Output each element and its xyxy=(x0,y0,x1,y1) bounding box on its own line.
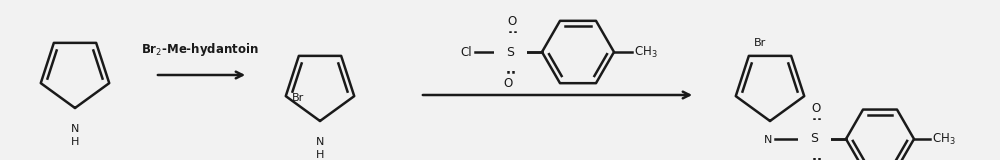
Text: H: H xyxy=(71,137,79,147)
Text: O: O xyxy=(503,77,513,90)
Text: H: H xyxy=(316,150,324,160)
Text: N: N xyxy=(71,124,79,134)
Text: Br$_2$-Me-hydantoin: Br$_2$-Me-hydantoin xyxy=(141,41,259,58)
Text: S: S xyxy=(810,132,818,145)
Text: CH$_3$: CH$_3$ xyxy=(634,44,658,60)
Text: N: N xyxy=(764,135,772,145)
Text: Br: Br xyxy=(292,93,304,103)
Text: S: S xyxy=(506,45,514,59)
Text: Cl: Cl xyxy=(460,45,472,59)
Text: CH$_3$: CH$_3$ xyxy=(932,132,956,147)
Text: O: O xyxy=(507,15,517,28)
Text: N: N xyxy=(316,137,324,147)
Text: O: O xyxy=(811,102,821,115)
Text: Br: Br xyxy=(754,38,766,48)
